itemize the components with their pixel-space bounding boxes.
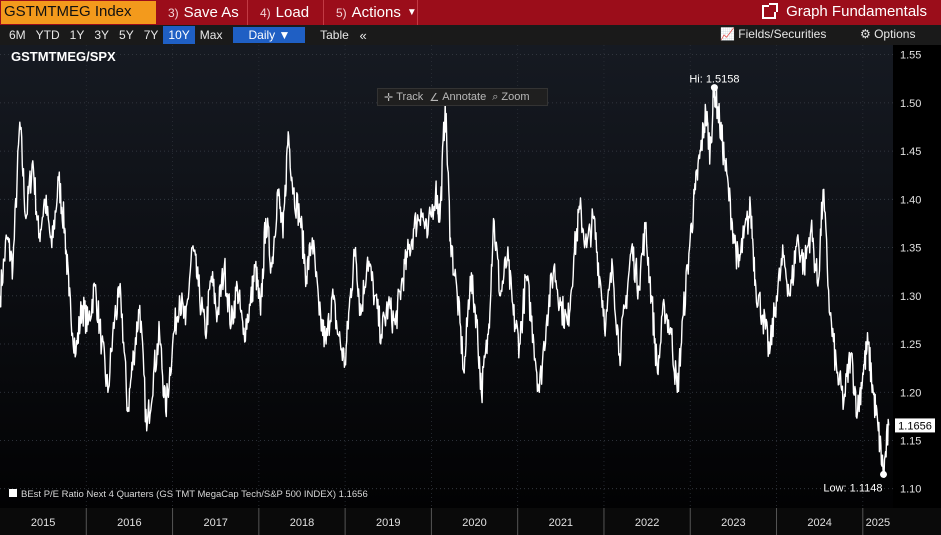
y-tick-label: 1.25 xyxy=(900,339,921,351)
gear-icon: ⚙ xyxy=(860,27,875,41)
load-button[interactable]: 4) Load xyxy=(248,0,324,25)
high-annotation: Hi: 1.5158 xyxy=(689,74,739,86)
y-tick-label: 1.15 xyxy=(900,435,921,447)
y-tick-label: 1.20 xyxy=(900,387,921,399)
graph-fundamentals-label: Graph Fundamentals xyxy=(786,3,927,20)
caret-down-icon: ▼ xyxy=(406,7,417,18)
x-tick-label: 2016 xyxy=(117,517,141,529)
high-point-marker xyxy=(710,84,718,92)
y-tick-label: 1.30 xyxy=(900,291,921,303)
chart-toolbar: 6M YTD 1Y 3Y 5Y 7Y 10Y Max Daily ▼ Table… xyxy=(0,25,941,45)
y-tick-label: 1.10 xyxy=(900,484,921,496)
x-tick-label: 2023 xyxy=(721,517,745,529)
graph-fundamentals-link[interactable]: Graph Fundamentals xyxy=(762,2,927,20)
command-bar: GSTMTMEG Index 3) Save As 4) Load 5) Act… xyxy=(0,0,941,25)
last-value-box xyxy=(895,418,935,433)
x-tick-label: 2015 xyxy=(31,517,55,529)
y-tick-label: 1.45 xyxy=(900,146,921,158)
last-value-tag: 1.1656 xyxy=(895,418,935,433)
y-axis: 1.10 1.15 1.20 1.25 1.30 1.35 1.40 1.45 1.50 1.55 xyxy=(900,50,921,496)
save-as-label: Save As xyxy=(183,4,239,21)
options-button[interactable]: ⚙ Options xyxy=(860,27,915,41)
range-10y[interactable]: 10Y xyxy=(163,26,195,44)
x-tick-label: 2018 xyxy=(290,517,314,529)
y-tick-label: 1.40 xyxy=(900,194,921,206)
legend-entry: BEst P/E Ratio Next 4 Quarters (GS TMT M… xyxy=(21,489,368,500)
crosshair-icon: ✛ xyxy=(384,91,394,104)
x-tick-label: 2017 xyxy=(203,517,227,529)
fields-label: Fields/Securities xyxy=(738,27,827,41)
actions-number: 5) xyxy=(336,5,347,20)
line-chart: 1.10 1.15 1.20 1.25 1.30 1.35 1.40 1.45 1.50 1.55… xyxy=(0,45,941,535)
range-ytd[interactable]: YTD xyxy=(35,28,60,42)
annotate-button[interactable]: Annotate xyxy=(442,91,487,103)
ticker-input[interactable]: GSTMTMEG Index xyxy=(1,1,156,24)
range-6m[interactable]: 6M xyxy=(9,28,26,42)
save-as-number: 3) xyxy=(168,5,179,20)
range-1y[interactable]: 1Y xyxy=(69,28,85,42)
collapse-icon[interactable]: « xyxy=(359,27,367,43)
y-tick-label: 1.50 xyxy=(900,98,921,110)
chart-area: 1.10 1.15 1.20 1.25 1.30 1.35 1.40 1.45 1.50 1.55… xyxy=(0,45,941,535)
x-tick-label: 2021 xyxy=(549,517,573,529)
legend-swatch xyxy=(9,489,17,497)
chart-tools: ✛ Track ∠ Annotate ⌕ Zoom xyxy=(377,88,548,106)
chart-title: GSTMTMEG/SPX xyxy=(11,49,116,64)
external-link-icon xyxy=(762,2,779,19)
actions-menu[interactable]: 5) Actions ▼ xyxy=(324,0,418,25)
frequency-dropdown[interactable]: Daily ▼ xyxy=(233,27,306,43)
actions-label: Actions xyxy=(351,4,401,21)
load-label: Load xyxy=(275,4,310,21)
range-3y[interactable]: 3Y xyxy=(94,28,110,42)
fields-securities-button[interactable]: 📈 Fields/Securities xyxy=(720,27,826,41)
last-value-label: 1.1656 xyxy=(898,420,932,432)
track-button[interactable]: Track xyxy=(396,91,424,103)
x-tick-label: 2022 xyxy=(635,517,659,529)
x-tick-label: 2025 xyxy=(866,517,890,529)
grid xyxy=(0,45,893,508)
y-tick-label: 1.35 xyxy=(900,243,921,255)
low-point-marker xyxy=(880,470,888,478)
range-5y[interactable]: 5Y xyxy=(119,28,134,42)
options-label: Options xyxy=(874,27,916,41)
range-7y[interactable]: 7Y xyxy=(143,28,159,42)
low-annotation: Low: 1.1148 xyxy=(823,482,882,494)
pencil-icon: ∠ xyxy=(429,91,440,104)
x-axis-band xyxy=(0,508,941,535)
load-number: 4) xyxy=(260,5,271,20)
x-tick-label: 2019 xyxy=(376,517,400,529)
y-tick-label: 1.55 xyxy=(900,50,921,62)
x-tick-label: 2020 xyxy=(462,517,486,529)
frequency-label: Daily xyxy=(248,28,276,42)
caret-down-icon: ▼ xyxy=(278,28,291,42)
magnifier-icon: ⌕ xyxy=(492,90,499,103)
chart-icon: 📈 xyxy=(720,27,739,41)
x-axis: 2015 2016 2017 2018 2019 2020 2021 2022 2023 2024… xyxy=(0,508,941,535)
zoom-button[interactable]: Zoom xyxy=(501,91,530,103)
save-as-button[interactable]: 3) Save As xyxy=(156,0,248,25)
table-button[interactable]: Table xyxy=(320,28,349,42)
x-tick-label: 2024 xyxy=(807,517,831,529)
range-max[interactable]: Max xyxy=(199,28,223,42)
